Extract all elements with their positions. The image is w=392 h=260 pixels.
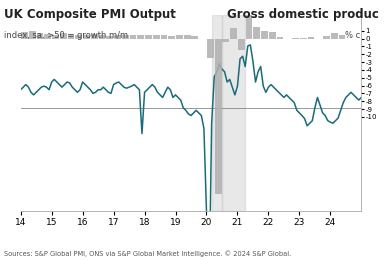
Text: Sources: S&P Global PMI, ONS via S&P Global Market Intelligence. © 2024 S&P Glob: Sources: S&P Global PMI, ONS via S&P Glo…	[4, 251, 291, 257]
Bar	[29, 31, 36, 38]
Bar	[160, 35, 167, 38]
Bar	[129, 35, 136, 38]
Bar	[246, 0, 252, 38]
Text: % c: % c	[345, 31, 360, 40]
Bar	[230, 28, 237, 38]
Text: UK Composite PMI Output: UK Composite PMI Output	[4, 8, 176, 21]
Bar	[145, 35, 152, 38]
Bar	[207, 38, 214, 58]
Bar	[168, 36, 175, 38]
Bar	[44, 34, 51, 38]
Bar	[176, 35, 183, 38]
Bar	[91, 34, 98, 38]
Bar	[331, 33, 338, 38]
Bar	[122, 35, 129, 38]
Bar	[222, 15, 245, 211]
Bar	[114, 35, 121, 38]
Bar	[308, 37, 314, 38]
Bar	[261, 31, 268, 38]
Bar	[215, 38, 221, 194]
Bar	[212, 15, 222, 211]
Bar	[184, 35, 191, 38]
Bar	[106, 36, 113, 38]
Bar	[253, 27, 260, 38]
Bar	[98, 35, 105, 38]
Text: index, sa, >50 = growth m/m: index, sa, >50 = growth m/m	[4, 31, 128, 40]
Bar	[36, 33, 44, 38]
Bar	[191, 36, 198, 38]
Bar	[238, 38, 245, 50]
Bar	[269, 32, 276, 38]
Bar	[153, 35, 160, 38]
Bar	[137, 35, 144, 38]
Bar	[75, 35, 82, 38]
Bar	[52, 35, 59, 38]
Bar	[21, 32, 28, 38]
Bar	[277, 37, 283, 38]
Bar	[67, 34, 74, 38]
Bar	[339, 35, 345, 38]
Bar	[222, 38, 229, 42]
Bar	[323, 36, 330, 38]
Text: Gross domestic produc: Gross domestic produc	[227, 8, 379, 21]
Bar	[60, 33, 67, 38]
Bar	[83, 35, 90, 38]
